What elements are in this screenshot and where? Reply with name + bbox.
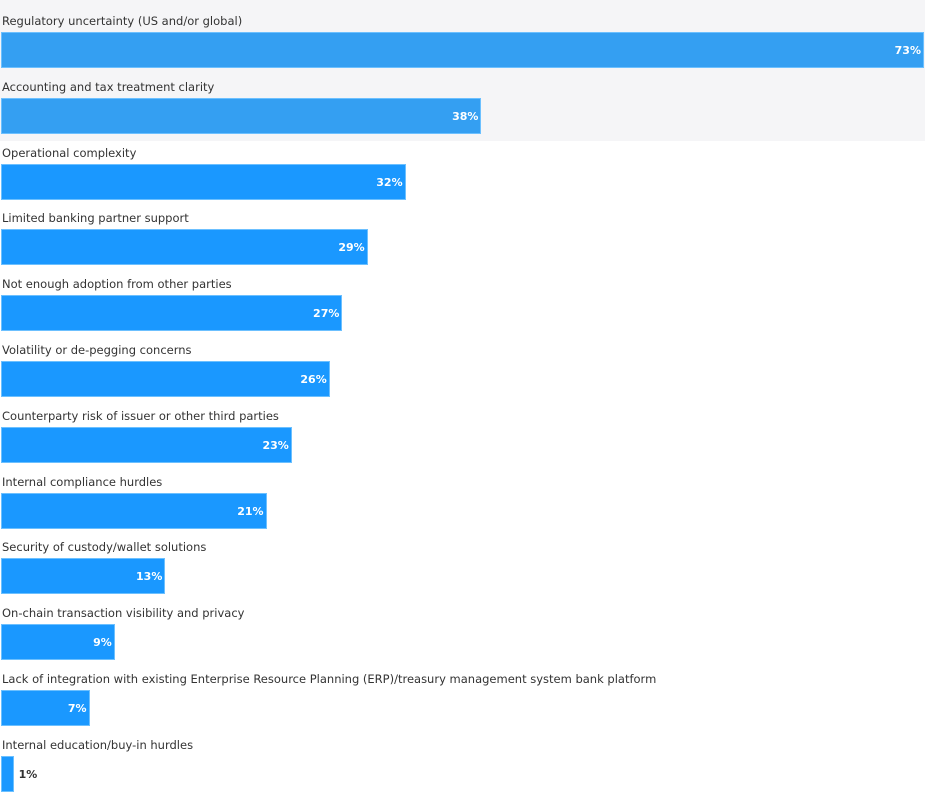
value-label: 27% (313, 307, 340, 321)
bar-row[interactable]: Security of custody/wallet solutions 13% (0, 526, 925, 595)
category-label: Security of custody/wallet solutions (2, 540, 207, 555)
bar[interactable] (1, 624, 115, 661)
bar[interactable] (1, 361, 330, 397)
bar[interactable] (1, 97, 482, 134)
category-label: On-chain transaction visibility and priv… (2, 606, 245, 621)
category-label: Operational complexity (2, 145, 137, 160)
bar-row[interactable]: On-chain transaction visibility and priv… (0, 592, 925, 661)
bar[interactable] (1, 755, 14, 792)
value-label: 1% (18, 767, 38, 781)
value-label: 23% (262, 438, 289, 452)
value-label: 29% (338, 241, 365, 255)
category-label: Regulatory uncertainty (US and/or global… (2, 14, 243, 28)
bar[interactable] (1, 295, 343, 332)
value-label: 38% (452, 109, 479, 123)
bar[interactable] (1, 558, 166, 595)
bar-row[interactable]: Internal compliance hurdles 21% (0, 461, 925, 529)
category-label: Internal compliance hurdles (2, 474, 163, 489)
category-label: Not enough adoption from other parties (2, 277, 232, 292)
bar-row[interactable]: Lack of integration with existing Enterp… (0, 658, 925, 726)
bar-row[interactable]: Accounting and tax treatment clarity 38% (0, 66, 925, 134)
category-label: Limited banking partner support (2, 211, 189, 226)
value-label: 26% (300, 373, 327, 386)
bar-row[interactable]: Limited banking partner support 29% (0, 197, 925, 266)
bar[interactable] (1, 163, 406, 200)
category-label: Internal education/buy-in hurdles (2, 737, 194, 752)
bar-row[interactable]: Counterparty risk of issuer or other thi… (0, 395, 925, 463)
category-label: Volatility or de-pegging concerns (2, 343, 192, 357)
bar-row[interactable]: Regulatory uncertainty (US and/or global… (0, 0, 925, 68)
category-label: Lack of integration with existing Enterp… (2, 672, 657, 686)
value-label: 13% (136, 570, 163, 584)
category-label: Counterparty risk of issuer or other thi… (2, 408, 279, 423)
value-label: 73% (894, 44, 921, 57)
bar[interactable] (1, 229, 368, 266)
category-label: Accounting and tax treatment clarity (2, 79, 215, 94)
bar[interactable] (1, 492, 267, 529)
bar[interactable] (1, 426, 292, 463)
bar[interactable] (1, 690, 90, 726)
value-label: 9% (93, 636, 112, 650)
bar-row[interactable]: Operational complexity 32% (0, 132, 925, 200)
bar-row[interactable]: Not enough adoption from other parties 27… (0, 263, 925, 332)
bar[interactable] (1, 32, 924, 68)
value-label: 32% (376, 175, 403, 189)
bar-row[interactable]: Internal education/buy-in hurdles 1% (0, 724, 925, 792)
bar-row[interactable]: Volatility or de-pegging concerns 26% (0, 329, 925, 397)
value-label: 7% (67, 702, 87, 715)
value-label: 21% (237, 504, 264, 518)
